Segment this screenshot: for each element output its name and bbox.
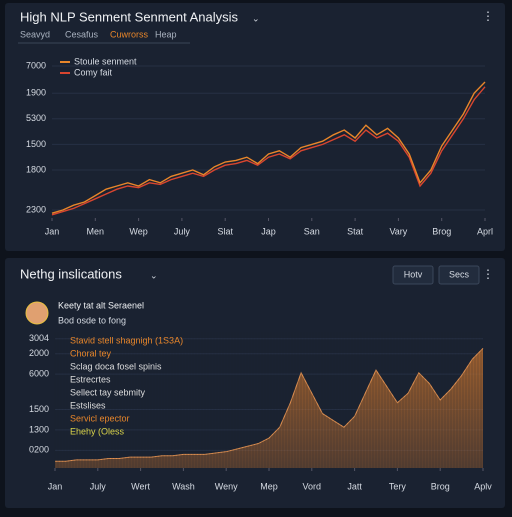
x-tick-label: Jap [261,226,276,236]
tab[interactable]: Cuwrorss [110,29,149,39]
annotation: Stavid stell shagnigh (1S3A) [70,335,183,345]
annotation: Estrecrtes [70,374,111,384]
y-tick-label: 5300 [26,113,46,123]
annotation: Sclag doca fosel spinis [70,361,162,371]
area [55,348,483,468]
tab[interactable]: Heap [155,29,177,39]
x-tick-label: Stat [347,226,364,236]
x-tick-label: July [90,481,107,491]
x-tick-label: Wep [129,226,147,236]
x-tick-label: Aplv [474,481,492,491]
annotation: Servicl epector [70,413,130,423]
x-tick-label: Jan [45,226,60,236]
x-tick-label: Jan [48,481,63,491]
menu-icon[interactable]: ⋮ [482,267,494,281]
x-tick-label: July [174,226,191,236]
line [51,81,486,214]
x-tick-label: Wert [131,481,150,491]
x-tick-label: Jatt [347,481,362,491]
chevron[interactable]: ⌄ [150,270,158,280]
y-tick-label: 0200 [29,445,49,455]
y-tick-label: 2000 [29,348,49,358]
x-tick-label: Brog [432,226,451,236]
x-tick-label: Slat [217,226,233,236]
panel-title: High NLP Senment Senment Analysis [20,9,238,24]
annotation: Ehehy (Oless [70,426,125,436]
x-tick-label: Men [87,226,105,236]
menu-icon[interactable]: ⋮ [482,9,494,23]
y-tick-label: 1300 [29,424,49,434]
caption: Bod osde to fong [58,315,126,325]
y-tick-label: 1900 [26,88,46,98]
area-outline [55,347,484,462]
y-tick-label: 1500 [29,404,49,414]
x-tick-label: Brog [431,481,450,491]
legend-label: Stoule senment [74,56,137,66]
chevron[interactable]: ⌄ [252,13,260,23]
button-label[interactable]: Secs [449,269,470,279]
y-tick-label: 6000 [29,369,49,379]
x-tick-label: Vary [389,226,407,236]
annotation: Sellect tay sebmity [70,387,146,397]
button[interactable] [392,265,434,285]
panel-title: Nethg inslications [20,266,122,281]
avatar [25,301,49,325]
x-tick-label: Tery [389,481,407,491]
button[interactable] [438,265,480,285]
top-panel [5,3,505,251]
x-tick-label: Wash [172,481,195,491]
legend-label: Comy fait [74,67,113,77]
x-tick-label: Mep [260,481,278,491]
x-tick-label: Weny [215,481,238,491]
annotation: Estslises [70,400,106,410]
tab[interactable]: Seavyd [20,29,50,39]
x-tick-label: San [304,226,320,236]
tab[interactable]: Cesafus [65,29,99,39]
y-tick-label: 2300 [26,204,46,214]
x-tick-label: Vord [303,481,322,491]
x-tick-label: Aprl [477,226,493,236]
annotation: Choral tey [70,348,112,358]
subtitle: Keety tat alt Seraenel [58,300,144,310]
line [51,86,486,216]
y-tick-label: 1500 [26,139,46,149]
y-tick-label: 7000 [26,60,46,70]
button-label[interactable]: Hotv [404,269,423,279]
y-tick-label: 1800 [26,164,46,174]
y-tick-label: 3004 [29,333,49,343]
